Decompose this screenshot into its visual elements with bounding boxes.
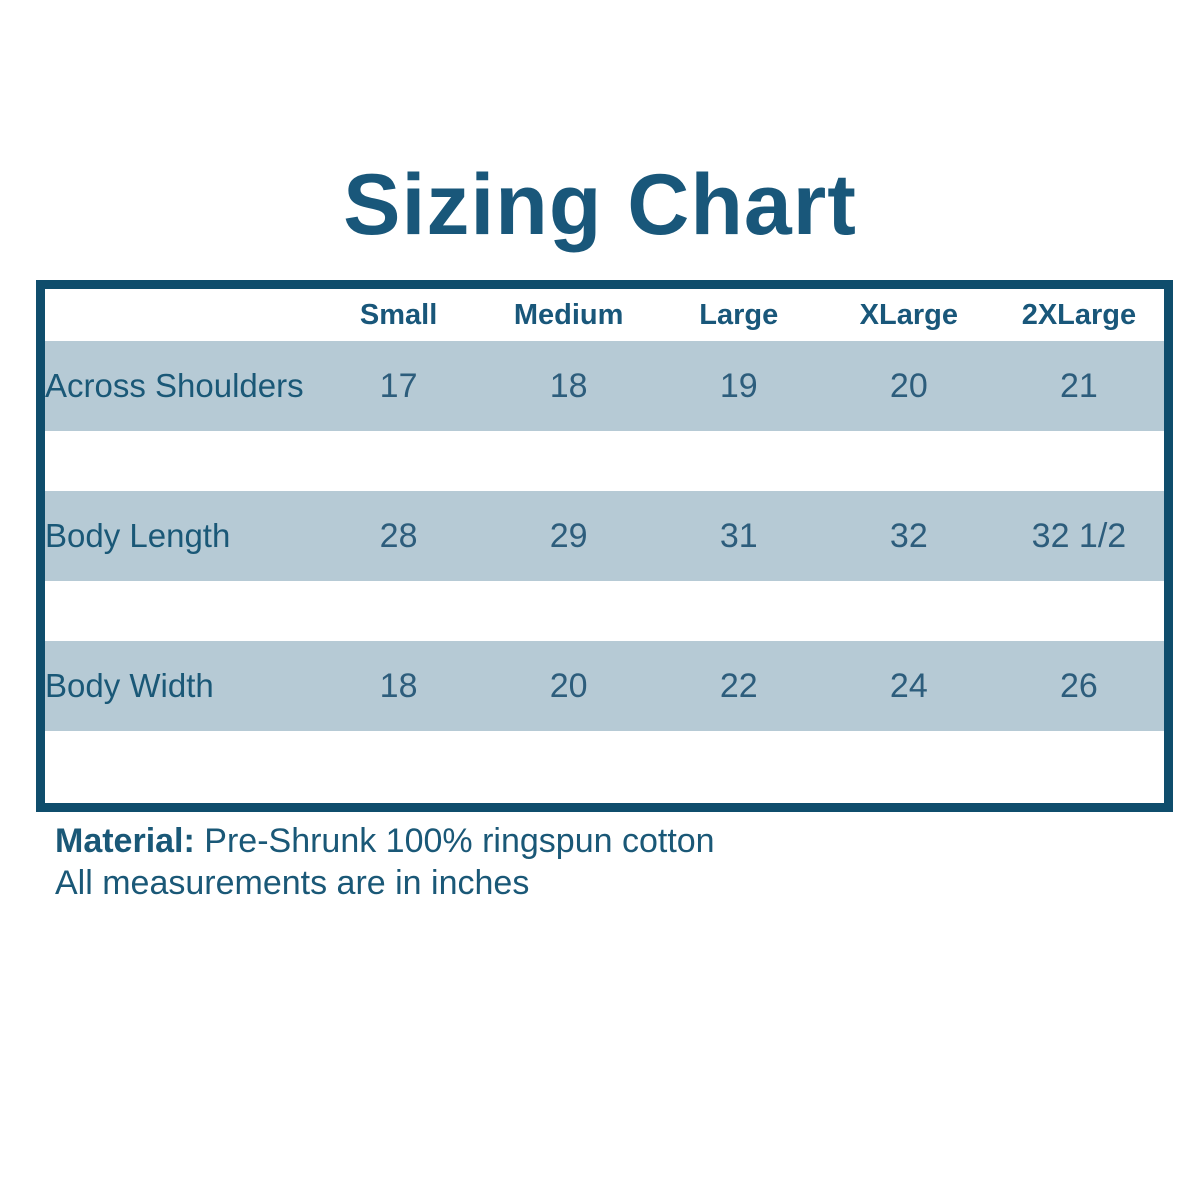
header-empty-cell (45, 289, 314, 341)
page-title: Sizing Chart (343, 157, 857, 253)
cell-across-shoulders-xlarge: 20 (889, 366, 928, 405)
cell-body-length-small: 28 (379, 516, 418, 555)
footer-notes: Material: Pre-Shrunk 100% ringspun cotto… (55, 820, 715, 904)
cell-across-shoulders-small: 17 (379, 366, 418, 405)
header-size-medium: Medium (513, 298, 624, 331)
spacer-row (45, 581, 1164, 641)
material-label: Material: (55, 822, 195, 860)
cell-body-width-xlarge: 24 (889, 666, 928, 705)
cell-body-length-large: 31 (719, 516, 758, 555)
cell-body-width-medium: 20 (549, 666, 588, 705)
cell-body-length-medium: 29 (549, 516, 588, 555)
table-row-body-width: Body Width 18 20 22 24 26 (45, 641, 1164, 731)
cell-across-shoulders-medium: 18 (549, 366, 588, 405)
size-header-row: Small Medium Large XLarge 2XLarge (45, 289, 1164, 341)
table-row-across-shoulders: Across Shoulders 17 18 19 20 21 (45, 341, 1164, 431)
cell-across-shoulders-large: 19 (719, 366, 758, 405)
size-table: Small Medium Large XLarge 2XLarge Across… (45, 289, 1164, 803)
header-size-xlarge: XLarge (859, 298, 958, 331)
header-size-large: Large (699, 298, 779, 331)
measurements-note: All measurements are in inches (55, 864, 530, 903)
cell-body-length-xlarge: 32 (889, 516, 928, 555)
cell-body-width-small: 18 (379, 666, 418, 705)
cell-body-width-2xlarge: 26 (1060, 666, 1098, 705)
cell-body-width-large: 22 (719, 666, 758, 705)
material-value: Pre-Shrunk 100% ringspun cotton (204, 822, 715, 860)
header-size-2xlarge: 2XLarge (1021, 298, 1137, 331)
header-size-small: Small (359, 298, 438, 331)
row-label-across-shoulders: Across Shoulders (45, 367, 304, 405)
spacer-row (45, 731, 1164, 803)
cell-across-shoulders-2xlarge: 21 (1060, 366, 1098, 405)
cell-body-length-2xlarge: 32 1/2 (1031, 516, 1127, 555)
material-line: Material: Pre-Shrunk 100% ringspun cotto… (55, 820, 715, 862)
sizing-table: Small Medium Large XLarge 2XLarge Across… (36, 280, 1173, 812)
row-label-body-width: Body Width (45, 667, 214, 705)
table-row-body-length: Body Length 28 29 31 32 32 1/2 (45, 491, 1164, 581)
row-label-body-length: Body Length (45, 517, 231, 555)
spacer-row (45, 431, 1164, 491)
